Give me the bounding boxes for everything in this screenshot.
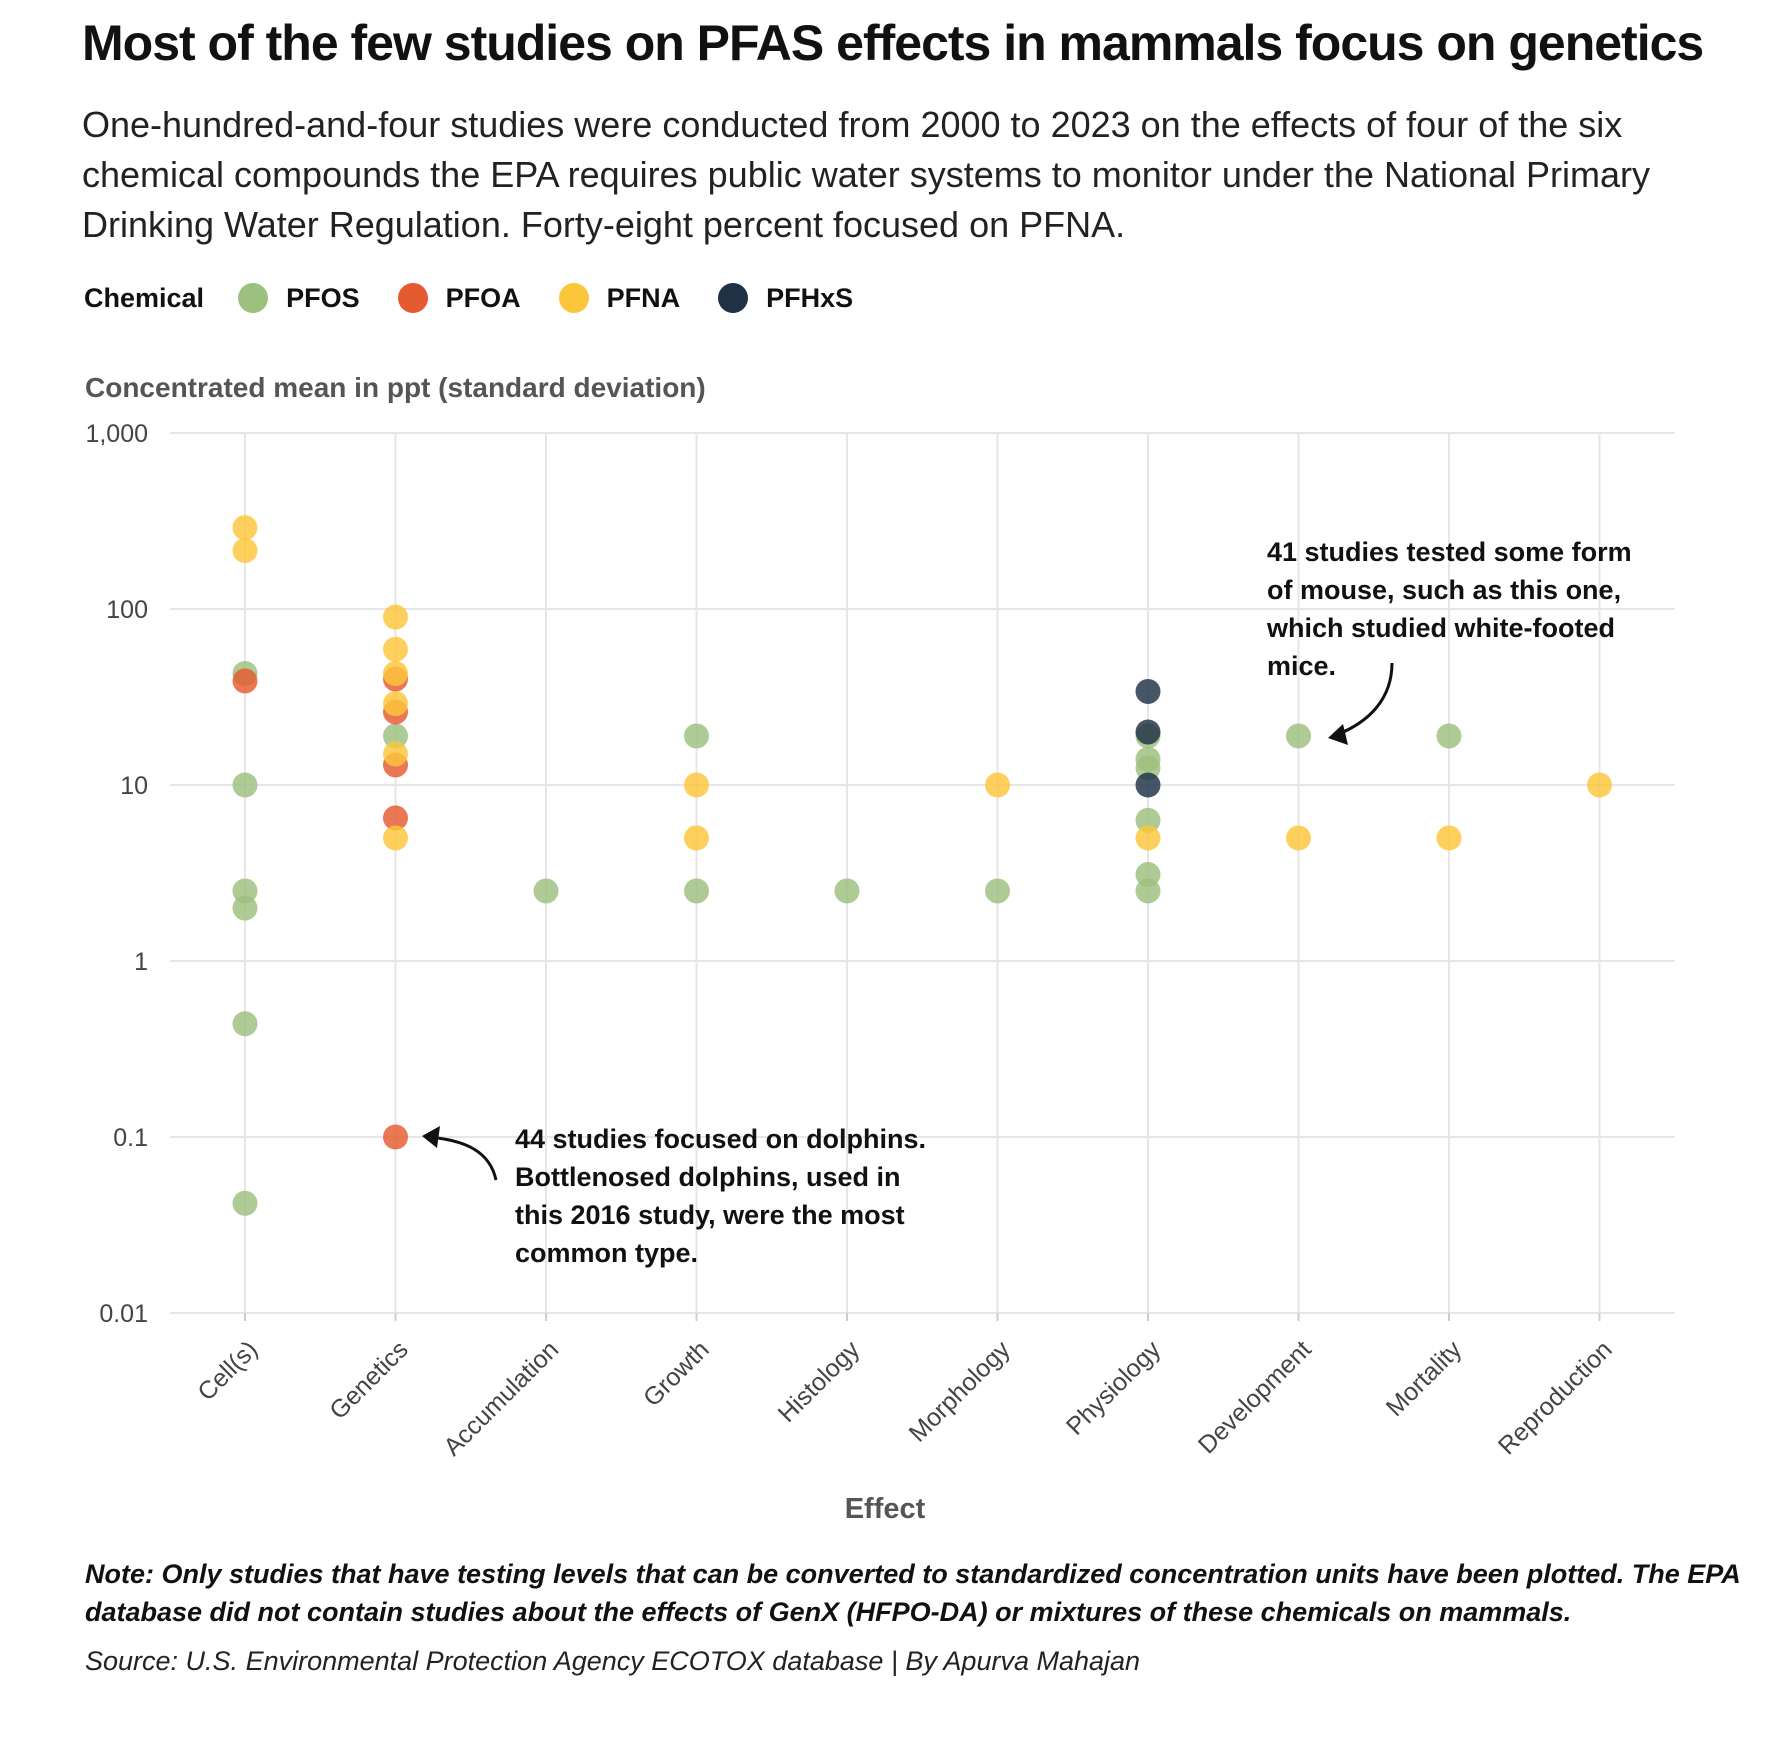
x-tick-label-reproduction: Reproduction (1493, 1335, 1618, 1460)
point-pfna-genetics (383, 661, 408, 687)
chart-note: Note: Only studies that have testing lev… (85, 1559, 1740, 1627)
point-pfna-physiology (1135, 825, 1161, 851)
point-pfos-histology (834, 878, 860, 904)
point-pfos-development (1286, 723, 1311, 749)
x-tick-label-physiology: Physiology (1061, 1335, 1167, 1441)
y-tick-label: 0.1 (113, 1124, 148, 1152)
point-pfna-development (1286, 825, 1311, 851)
point-pfos-cell-s (232, 1011, 258, 1037)
point-pfoa-genetics (383, 805, 408, 831)
legend-swatch-pfos (238, 283, 269, 313)
point-pfos-growth (684, 723, 709, 749)
point-pfhxs-physiology (1135, 772, 1161, 798)
dolphin-arrowhead-icon (422, 1126, 440, 1148)
point-pfos-mortality (1436, 723, 1462, 749)
legend-label-pfna: PFNA (606, 282, 681, 313)
point-pfna-mortality (1436, 825, 1462, 851)
legend-label-pfoa: PFOA (445, 282, 521, 313)
mouse-arrow (1335, 662, 1394, 737)
y-axis-ticks: 0.01 0.1 1 10 100 1,000 (85, 420, 148, 1328)
chart-source: Source: U.S. Environmental Protection Ag… (85, 1646, 1141, 1676)
legend-swatch-pfhxs (718, 283, 749, 313)
legend-label-pfhxs: PFHxS (766, 282, 854, 313)
y-tick-label: 0.01 (99, 1300, 148, 1328)
x-tick-label-morphology: Morphology (904, 1335, 1017, 1448)
x-tick-label-growth: Growth (638, 1335, 715, 1412)
point-pfna-reproduction (1587, 772, 1612, 798)
point-pfna-growth (684, 825, 709, 851)
point-pfos-morphology (985, 878, 1010, 904)
legend-label-pfos: PFOS (286, 282, 360, 313)
data-points (232, 515, 1612, 1216)
point-pfos-physiology (1135, 878, 1161, 904)
annotation-dolphins: 44 studies focused on dolphins. Bottleno… (515, 1124, 927, 1268)
legend-item-pfoa: PFOA (397, 282, 521, 314)
annotation-mouse: 41 studies tested some form of mouse, su… (1267, 537, 1632, 681)
legend-item-pfhxs: PFHxS (718, 283, 853, 314)
x-tick-label-mortality: Mortality (1381, 1335, 1468, 1422)
point-pfos-cell-s (232, 772, 258, 798)
legend: Chemical PFOS PFOA PFNA PFHxS (84, 278, 891, 318)
x-tick-label-accumulation: Accumulation (438, 1335, 564, 1461)
x-tick-label-development: Development (1193, 1335, 1317, 1459)
x-tick-label-histology: Histology (773, 1335, 866, 1428)
point-pfna-cell-s (232, 537, 258, 563)
dolphin-arrow (427, 1135, 498, 1181)
annotation-arrows (422, 662, 1394, 1181)
point-pfos-cell-s (232, 1190, 258, 1216)
grid-lines (170, 432, 1675, 1321)
legend-item-pfna: PFNA (558, 282, 681, 314)
point-pfhxs-physiology (1135, 719, 1161, 745)
legend-title: Chemical (84, 282, 205, 313)
point-pfna-morphology (985, 772, 1010, 798)
y-axis-title: Concentrated mean in ppt (standard devia… (85, 372, 706, 403)
x-axis-ticks: Cell(s) Genetics Accumulation Growth Histolo… (192, 1335, 1617, 1461)
point-pfoa-cell-s (232, 668, 258, 694)
point-pfos-accumulation (533, 878, 559, 904)
point-pfos-genetics (383, 723, 408, 749)
chart-title: Most of the few studies on PFAS effects … (82, 15, 1704, 71)
chart-subtitle: One-hundred-and-four studies were conduc… (82, 104, 1651, 245)
point-pfna-genetics (383, 636, 408, 662)
point-pfna-genetics (383, 691, 408, 717)
point-pfna-genetics (383, 825, 408, 851)
mouse-arrowhead-icon (1328, 724, 1348, 745)
point-pfna-genetics (383, 741, 408, 767)
x-tick-label-genetics: Genetics (324, 1335, 414, 1425)
point-pfhxs-physiology (1135, 678, 1161, 704)
point-pfna-growth (684, 772, 709, 798)
y-tick-label: 100 (106, 596, 148, 624)
point-pfna-cell-s (232, 515, 258, 541)
point-pfna-genetics (383, 604, 408, 630)
y-tick-label: 1,000 (85, 420, 148, 448)
point-pfos-growth (684, 878, 709, 904)
point-pfos-physiology (1135, 807, 1161, 833)
y-tick-label: 1 (134, 948, 148, 976)
y-tick-label: 10 (120, 772, 148, 800)
legend-swatch-pfoa (397, 283, 428, 313)
point-pfoa-genetics (383, 1124, 408, 1150)
x-tick-label-cell-s: Cell(s) (192, 1335, 263, 1406)
legend-swatch-pfna (558, 283, 589, 313)
legend-item-pfos: PFOS (238, 283, 360, 314)
point-pfos-cell-s (232, 895, 258, 921)
x-axis-title: Effect (844, 1493, 926, 1525)
